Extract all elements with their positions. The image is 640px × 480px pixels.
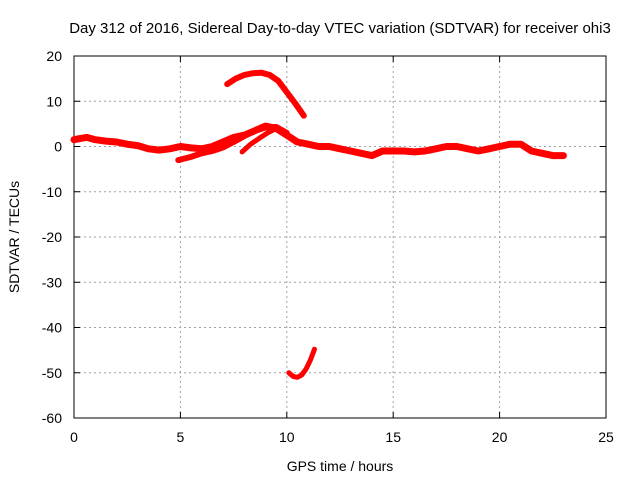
y-tick-label: -20 (42, 229, 62, 245)
y-axis-label: SDTVAR / TECUs (6, 181, 22, 293)
y-tick-label: 10 (46, 93, 62, 109)
x-tick-label: 5 (177, 429, 185, 445)
y-tick-label: -30 (42, 274, 62, 290)
chart-title: Day 312 of 2016, Sidereal Day-to-day VTE… (69, 20, 611, 37)
series-line-1 (70, 122, 567, 160)
y-tick-label: -10 (42, 184, 62, 200)
series-line-4 (224, 69, 307, 119)
y-tick-label: -60 (42, 410, 62, 426)
x-tick-label: 0 (70, 429, 78, 445)
axis-ticks: 0 5 10 15 20 25 20 10 0 -10 -20 -30 -40 -50 -60 (42, 48, 614, 445)
series-group (70, 69, 567, 380)
x-tick-label: 15 (385, 429, 401, 445)
series-line-5 (286, 346, 317, 380)
y-tick-label: 0 (54, 139, 62, 155)
series-line-3 (239, 125, 279, 155)
y-tick-label: -50 (42, 365, 62, 381)
y-tick-label: 20 (46, 48, 62, 64)
y-tick-label: -40 (42, 320, 62, 336)
series-line-2 (175, 124, 290, 164)
x-axis-label: GPS time / hours (287, 458, 394, 474)
x-tick-label: 20 (492, 429, 508, 445)
x-tick-label: 25 (598, 429, 614, 445)
x-tick-label: 10 (279, 429, 295, 445)
grid (74, 56, 606, 418)
